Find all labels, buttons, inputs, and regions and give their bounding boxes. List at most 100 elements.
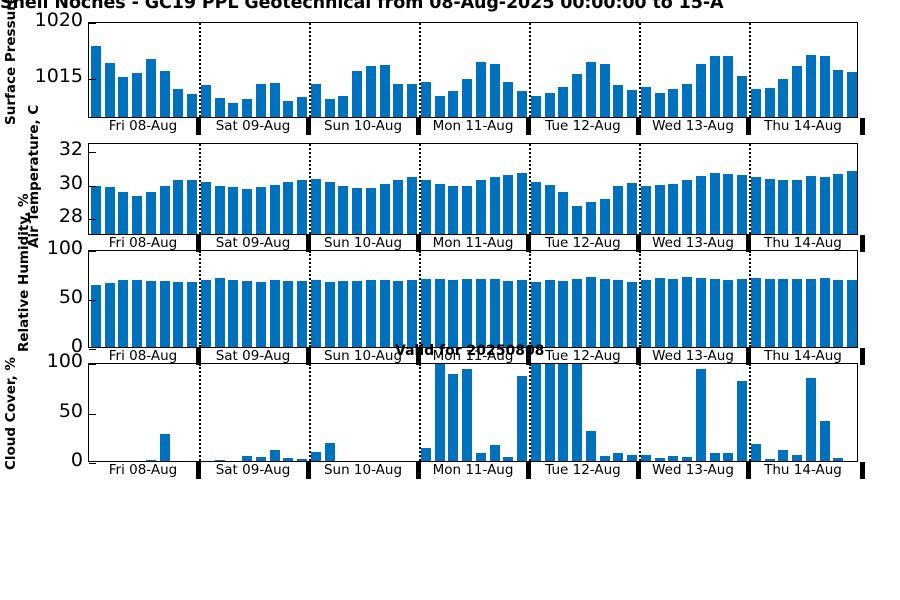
bar	[173, 282, 184, 347]
bar	[214, 460, 225, 461]
bar	[792, 455, 803, 461]
day-label: Wed 13-Aug	[652, 348, 734, 364]
bar	[819, 278, 830, 347]
bar	[709, 56, 720, 117]
bar	[420, 180, 431, 234]
day-axis-strip: Fri 08-Aug Sat 09-Aug Sun 10-Aug Mon 11-Aug…	[88, 118, 858, 135]
bar	[379, 280, 390, 347]
bar	[90, 185, 101, 234]
y-tick-label: 1020	[34, 9, 83, 31]
day-label: Thu 14-Aug	[764, 235, 842, 251]
valid-for-annotation: Valid for 20250808	[395, 343, 545, 359]
day-separator	[419, 251, 421, 347]
day-separator	[309, 144, 311, 234]
bar	[558, 364, 569, 461]
bar	[723, 280, 734, 347]
bar	[104, 62, 115, 117]
bar	[214, 97, 225, 117]
day-label: Sat 09-Aug	[215, 462, 291, 478]
day-tick	[305, 348, 311, 365]
bar	[489, 177, 500, 234]
bar	[379, 183, 390, 234]
bar	[544, 364, 555, 461]
bar	[764, 178, 775, 234]
day-label: Sat 09-Aug	[215, 235, 291, 251]
day-tick	[305, 235, 311, 252]
day-label: Sat 09-Aug	[215, 118, 291, 134]
day-axis-strip: Fri 08-Aug Sat 09-Aug Sun 10-Aug Mon 11-Aug…	[88, 462, 858, 479]
bar	[90, 285, 101, 347]
y-axis-label: Cloud Cover, %	[3, 357, 19, 470]
bar	[475, 279, 486, 347]
bar	[420, 279, 431, 347]
bar	[489, 279, 500, 347]
day-separator	[529, 144, 531, 234]
bar	[847, 71, 857, 117]
bar	[448, 185, 459, 234]
bar	[668, 183, 679, 234]
y-tick-mark	[89, 300, 96, 301]
bar	[695, 63, 706, 117]
day-tick	[415, 235, 421, 252]
bar	[365, 188, 376, 234]
bar	[297, 459, 308, 461]
chart-panel-0	[88, 22, 858, 118]
day-tick	[635, 348, 641, 365]
bar	[709, 279, 720, 347]
bar	[200, 182, 211, 234]
day-label: Wed 13-Aug	[652, 462, 734, 478]
bar	[503, 175, 514, 234]
y-tick-label: 100	[46, 350, 83, 372]
bar	[764, 459, 775, 461]
bar	[819, 177, 830, 234]
y-tick-mark	[89, 413, 96, 415]
day-tick	[745, 235, 751, 252]
y-tick-mark	[89, 79, 96, 81]
bar	[187, 94, 198, 117]
bar	[778, 180, 789, 234]
day-label: Tue 12-Aug	[545, 348, 621, 364]
bar	[283, 182, 294, 234]
bar	[365, 66, 376, 117]
bar	[613, 280, 624, 347]
bar	[393, 84, 404, 117]
bar	[269, 450, 280, 461]
y-tick-mark	[89, 349, 96, 350]
y-tick-mark	[89, 251, 96, 252]
bar	[118, 280, 129, 347]
bar	[503, 457, 514, 461]
bar	[297, 180, 308, 234]
y-tick-label: 100	[46, 237, 83, 259]
day-tick	[415, 118, 421, 135]
bar	[159, 434, 170, 461]
day-separator	[639, 144, 641, 234]
bar	[159, 185, 170, 234]
bar	[255, 187, 266, 234]
day-separator	[199, 251, 201, 347]
bar	[517, 172, 528, 234]
bar	[297, 281, 308, 347]
bar	[709, 172, 720, 234]
bar	[544, 184, 555, 234]
bar	[682, 180, 693, 234]
day-label: Fri 08-Aug	[108, 462, 178, 478]
bar	[530, 282, 541, 347]
bar	[228, 280, 239, 347]
day-label: Tue 12-Aug	[545, 462, 621, 478]
y-axis-label: Relative Humidity, %	[16, 193, 32, 352]
bar	[572, 364, 583, 461]
bar	[709, 453, 720, 461]
bar	[750, 278, 761, 347]
day-tick	[525, 462, 531, 479]
bar	[778, 450, 789, 461]
day-tick	[745, 462, 751, 479]
bar	[407, 177, 418, 234]
bar	[833, 69, 844, 117]
bar	[833, 173, 844, 234]
bar	[324, 98, 335, 117]
bar	[805, 54, 816, 117]
y-tick-label: 50	[58, 399, 83, 422]
bar	[627, 89, 638, 117]
day-separator	[199, 23, 201, 117]
